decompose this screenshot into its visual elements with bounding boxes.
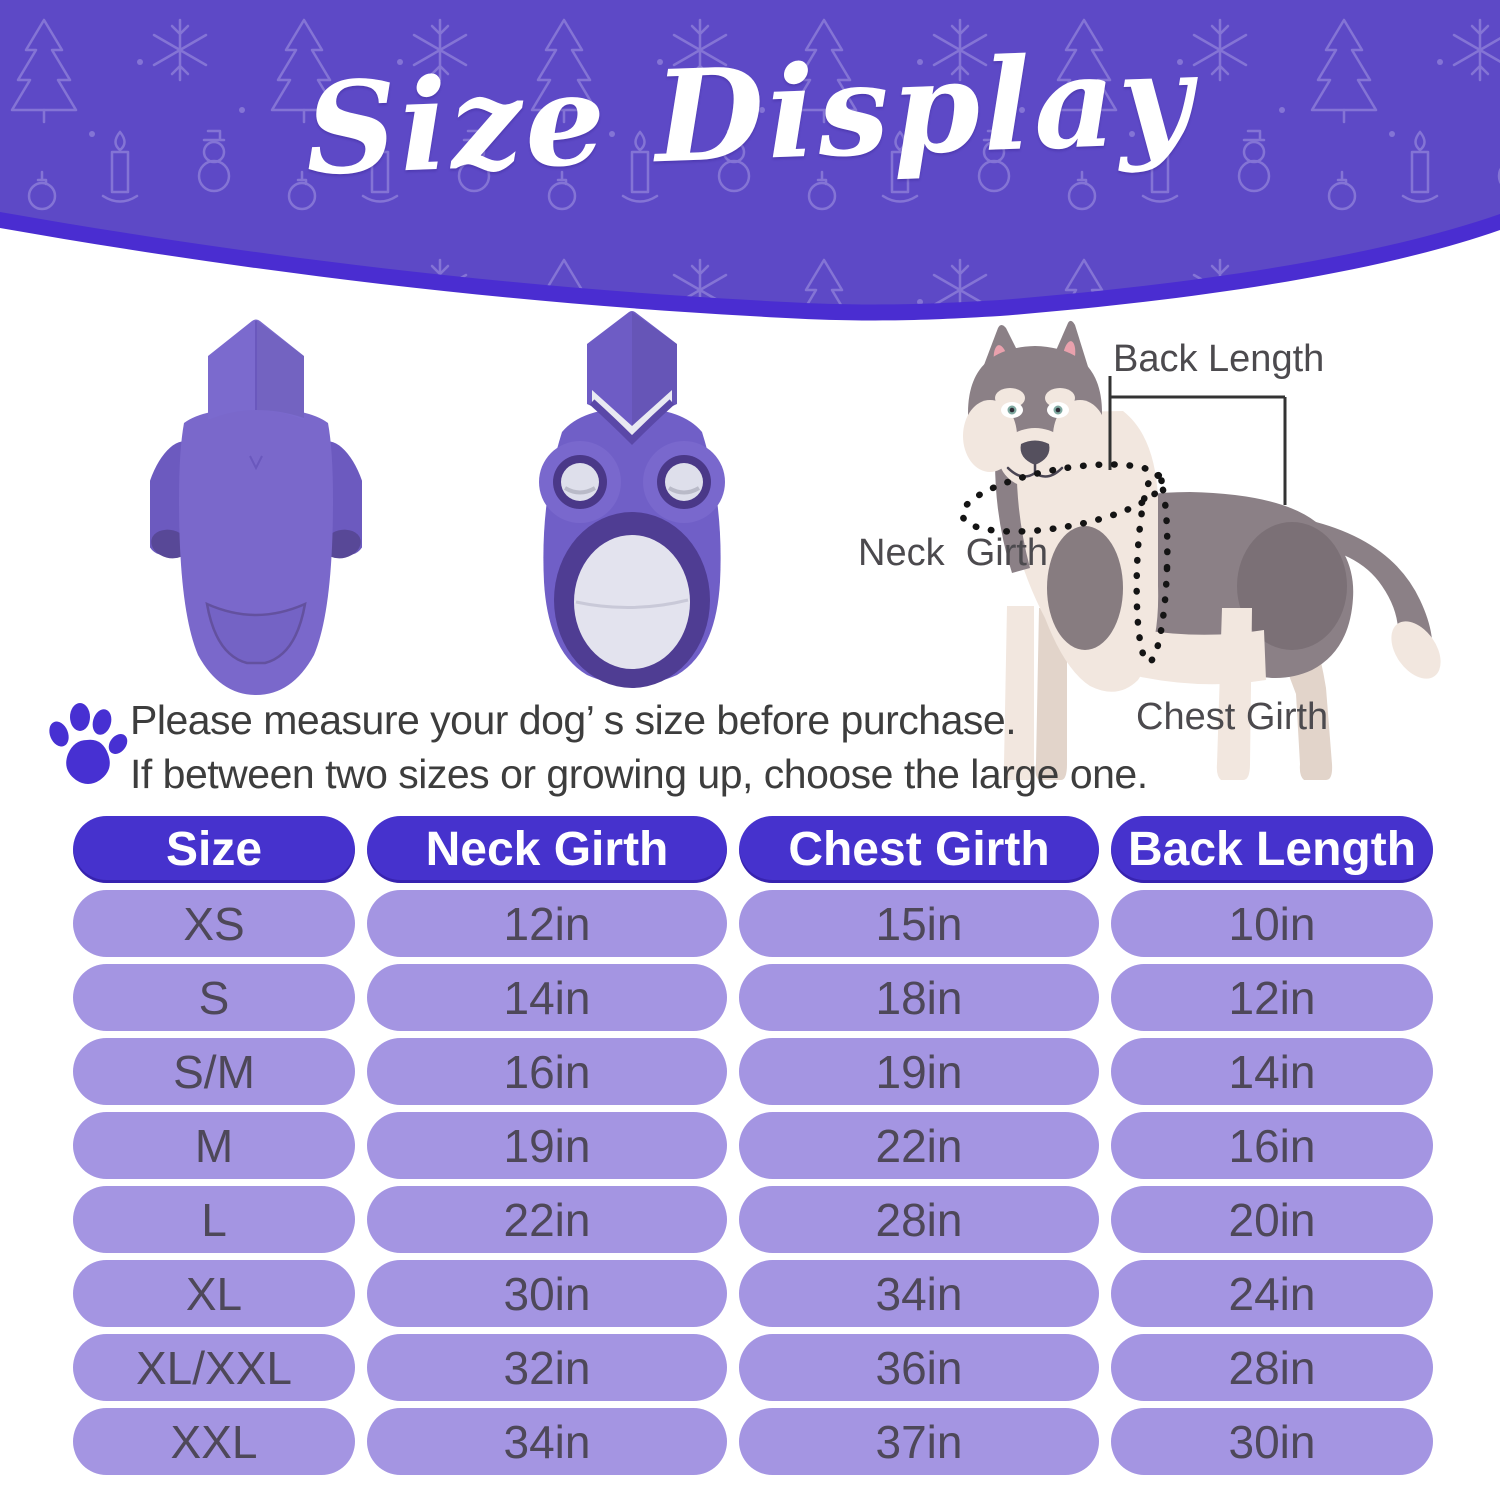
measurement-cell: 30in	[367, 1260, 727, 1327]
size-cell: XXL	[73, 1408, 355, 1475]
hoodie-front-right-hole	[665, 463, 703, 501]
measurement-cell: 12in	[1111, 964, 1433, 1031]
husky-haunch	[1237, 522, 1347, 650]
measurement-cell: 30in	[1111, 1408, 1433, 1475]
hoodie-back-collar-notch	[249, 455, 263, 471]
size-cell: XS	[73, 890, 355, 957]
column-header-size: Size	[73, 816, 355, 883]
hoodie-front-hood	[587, 311, 677, 428]
measurement-cell: 28in	[1111, 1334, 1433, 1401]
hoodie-front-belly-seam	[575, 598, 689, 610]
neck-girth-dotted-line	[959, 461, 1165, 535]
size-cell: XL	[73, 1260, 355, 1327]
measurement-cell: 37in	[739, 1408, 1099, 1475]
husky-shoulder	[1047, 526, 1123, 650]
measurement-cell: 36in	[739, 1334, 1099, 1401]
hoodie-front-left-hole	[561, 463, 599, 501]
column-header-chest-girth: Chest Girth	[739, 816, 1099, 883]
measurement-cell: 14in	[1111, 1038, 1433, 1105]
size-table: Size Neck Girth Chest Girth Back Length …	[73, 816, 1433, 1475]
header-banner: Size Display	[0, 0, 1500, 350]
neck-girth-label: Neck Girth	[858, 532, 1049, 574]
measurement-cell: 12in	[367, 890, 727, 957]
measurement-cell: 28in	[739, 1186, 1099, 1253]
measurement-cell: 15in	[739, 890, 1099, 957]
measurement-cell: 18in	[739, 964, 1099, 1031]
husky-tail-tip	[1391, 621, 1441, 679]
column-header-neck-girth: Neck Girth	[367, 816, 727, 883]
measurement-cell: 32in	[367, 1334, 727, 1401]
measurement-cell: 16in	[1111, 1112, 1433, 1179]
hoodie-front-hood-rim	[589, 399, 675, 445]
measurement-cell: 24in	[1111, 1260, 1433, 1327]
hoodie-back-pocket	[205, 601, 307, 665]
measurement-cell: 22in	[367, 1186, 727, 1253]
hoodie-back-photo	[150, 319, 362, 695]
paw-icon	[49, 703, 128, 784]
size-cell: XL/XXL	[73, 1334, 355, 1401]
measurement-cell: 19in	[367, 1112, 727, 1179]
husky-diagram	[959, 320, 1441, 780]
hoodie-front-left-hole-shade	[563, 486, 597, 495]
husky-far-front-leg	[1035, 608, 1067, 780]
measurement-cell: 10in	[1111, 890, 1433, 957]
banner-doodle-pattern	[0, 0, 1500, 305]
measurement-cell: 34in	[367, 1408, 727, 1475]
hoodie-back-hood-shade	[256, 320, 304, 418]
size-cell: M	[73, 1112, 355, 1179]
size-cell: L	[73, 1186, 355, 1253]
measurement-cell: 16in	[367, 1038, 727, 1105]
husky-left-pupil	[1009, 407, 1015, 413]
hoodie-back-right-cuff	[323, 529, 361, 559]
husky-right-pupil	[1055, 407, 1061, 413]
banner-background	[0, 0, 1500, 321]
measurement-cell: 22in	[739, 1112, 1099, 1179]
measurement-cell: 19in	[739, 1038, 1099, 1105]
size-cell: S/M	[73, 1038, 355, 1105]
husky-right-brow	[1045, 388, 1075, 408]
hoodie-back-left-cuff	[151, 529, 189, 559]
size-cell: S	[73, 964, 355, 1031]
measurement-cell: 14in	[367, 964, 727, 1031]
chest-girth-dotted-line	[1133, 470, 1171, 666]
husky-hind-leg	[1216, 608, 1252, 780]
back-length-label: Back Length	[1113, 338, 1325, 380]
husky-front-leg	[1003, 606, 1034, 780]
note-line-1: Please measure your dog’ s size before p…	[130, 697, 1017, 743]
measurement-cell: 34in	[739, 1260, 1099, 1327]
note-line-2: If between two sizes or growing up, choo…	[130, 751, 1148, 797]
hoodie-front-right-hole-shade	[667, 486, 701, 495]
husky-nose	[1020, 440, 1050, 465]
back-length-bracket	[1108, 376, 1287, 505]
column-header-back-length: Back Length	[1111, 816, 1433, 883]
chest-girth-label: Chest Girth	[1136, 696, 1329, 738]
hoodie-front-belly-lining	[574, 535, 690, 669]
measurement-cell: 20in	[1111, 1186, 1433, 1253]
hoodie-front-photo	[539, 311, 725, 688]
husky-left-brow	[995, 388, 1025, 408]
